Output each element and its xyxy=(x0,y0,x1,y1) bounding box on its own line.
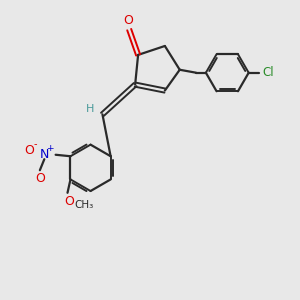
Text: H: H xyxy=(86,104,94,114)
Text: Cl: Cl xyxy=(263,66,274,79)
Text: N: N xyxy=(40,148,49,161)
Text: O: O xyxy=(35,172,45,185)
Text: +: + xyxy=(46,144,53,153)
Text: O: O xyxy=(64,195,74,208)
Text: O: O xyxy=(123,14,133,27)
Text: -: - xyxy=(34,140,37,149)
Text: O: O xyxy=(24,144,34,157)
Text: CH₃: CH₃ xyxy=(75,200,94,210)
